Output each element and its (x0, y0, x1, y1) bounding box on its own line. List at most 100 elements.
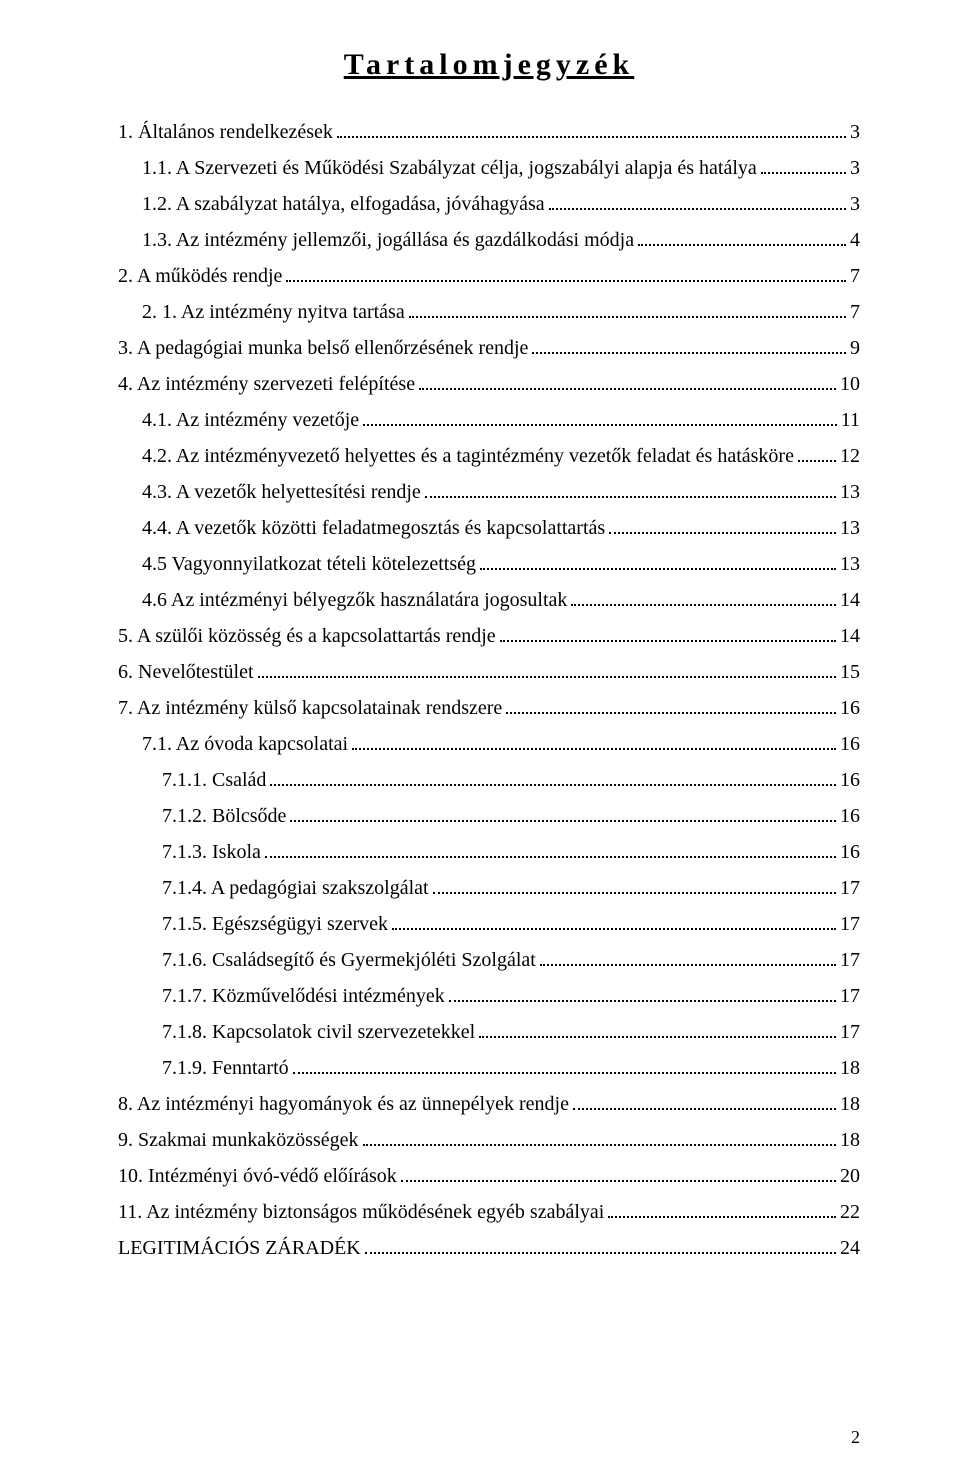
toc-entry: 7.1.2. Bölcsőde 16 (118, 798, 860, 834)
toc-entry-label: 4. Az intézmény szervezeti felépítése (118, 366, 415, 402)
toc-entry-page: 7 (850, 294, 860, 330)
toc-entry: 7.1.7. Közművelődési intézmények 17 (118, 978, 860, 1014)
toc-entry: 1. Általános rendelkezések 3 (118, 114, 860, 150)
toc-entry-label: 7.1.1. Család (162, 762, 266, 798)
toc-entry-label: 5. A szülői közösség és a kapcsolattartá… (118, 618, 496, 654)
toc-entry-label: 6. Nevelőtestület (118, 654, 254, 690)
toc-entry: 7.1.6. Családsegítő és Gyermekjóléti Szo… (118, 942, 860, 978)
toc-entry-page: 14 (840, 582, 860, 618)
toc-leader-dots (761, 172, 846, 174)
toc-entry: 4.4. A vezetők közötti feladatmegosztás … (118, 510, 860, 546)
toc-entry-page: 9 (850, 330, 860, 366)
toc-entry-label: 10. Intézményi óvó-védő előírások (118, 1158, 397, 1194)
toc-entry-page: 22 (840, 1194, 860, 1230)
toc-entry-page: 16 (840, 726, 860, 762)
toc-entry-label: 8. Az intézményi hagyományok és az ünnep… (118, 1086, 569, 1122)
toc-entry: 6. Nevelőtestület 15 (118, 654, 860, 690)
toc-entry: 7.1.3. Iskola 16 (118, 834, 860, 870)
toc-entry-label: 7.1.5. Egészségügyi szervek (162, 906, 388, 942)
toc-entry-page: 17 (840, 870, 860, 906)
toc-entry-label: 4.1. Az intézmény vezetője (142, 402, 359, 438)
toc-entry-label: 7.1.9. Fenntartó (162, 1050, 289, 1086)
toc-entry: 9. Szakmai munkaközösségek 18 (118, 1122, 860, 1158)
toc-entry: 4.5 Vagyonnyilatkozat tételi kötelezetts… (118, 546, 860, 582)
toc-entry: 3. A pedagógiai munka belső ellenőrzésén… (118, 330, 860, 366)
toc-entry: 7. Az intézmény külső kapcsolatainak ren… (118, 690, 860, 726)
toc-leader-dots (571, 604, 836, 606)
toc-entry: 1.3. Az intézmény jellemzői, jogállása é… (118, 222, 860, 258)
toc-entry: 8. Az intézményi hagyományok és az ünnep… (118, 1086, 860, 1122)
toc-entry-page: 3 (850, 150, 860, 186)
toc-leader-dots (392, 928, 836, 930)
toc-leader-dots (286, 280, 846, 282)
toc-entry: 2. A működés rendje 7 (118, 258, 860, 294)
toc-entry-page: 16 (840, 798, 860, 834)
toc-entry-page: 18 (840, 1122, 860, 1158)
toc-entry-page: 11 (841, 402, 860, 438)
toc-entry-page: 17 (840, 906, 860, 942)
toc-entry-page: 3 (850, 186, 860, 222)
document-title: Tartalomjegyzék (118, 48, 860, 82)
toc-entry-page: 4 (850, 222, 860, 258)
toc-leader-dots (638, 244, 846, 246)
toc-entry-label: 4.5 Vagyonnyilatkozat tételi kötelezetts… (142, 546, 476, 582)
toc-leader-dots (401, 1180, 836, 1182)
toc-leader-dots (798, 460, 836, 462)
toc-leader-dots (549, 208, 846, 210)
toc-entry-label: 2. A működés rendje (118, 258, 282, 294)
toc-entry-label: 1.3. Az intézmény jellemzői, jogállása é… (142, 222, 634, 258)
toc-entry-page: 17 (840, 978, 860, 1014)
toc-leader-dots (258, 676, 836, 678)
toc-entry: 1.1. A Szervezeti és Működési Szabályzat… (118, 150, 860, 186)
toc-entry-label: 7.1.3. Iskola (162, 834, 261, 870)
toc-entry-label: 4.2. Az intézményvezető helyettes és a t… (142, 438, 794, 474)
toc-entry: 11. Az intézmény biztonságos működésének… (118, 1194, 860, 1230)
toc-leader-dots (433, 892, 836, 894)
toc-leader-dots (480, 568, 836, 570)
toc-entry-label: 4.4. A vezetők közötti feladatmegosztás … (142, 510, 605, 546)
toc-entry: 4.6 Az intézményi bélyegzők használatára… (118, 582, 860, 618)
toc-leader-dots (532, 352, 846, 354)
toc-leader-dots (573, 1108, 836, 1110)
toc-entry-label: 1.1. A Szervezeti és Működési Szabályzat… (142, 150, 757, 186)
toc-entry-page: 7 (850, 258, 860, 294)
page-number: 2 (851, 1427, 860, 1448)
toc-entry: 1.2. A szabályzat hatálya, elfogadása, j… (118, 186, 860, 222)
toc-leader-dots (337, 136, 846, 138)
toc-entry-page: 13 (840, 510, 860, 546)
toc-leader-dots (293, 1072, 836, 1074)
toc-entry-page: 15 (840, 654, 860, 690)
toc-entry: 4.3. A vezetők helyettesítési rendje 13 (118, 474, 860, 510)
toc-leader-dots (449, 1000, 836, 1002)
toc-entry-page: 18 (840, 1086, 860, 1122)
toc-leader-dots (506, 712, 836, 714)
toc-entry-label: 7.1.7. Közművelődési intézmények (162, 978, 445, 1014)
toc-entry-page: 12 (840, 438, 860, 474)
toc-entry-label: 1.2. A szabályzat hatálya, elfogadása, j… (142, 186, 545, 222)
toc-entry-page: 16 (840, 762, 860, 798)
toc-leader-dots (363, 424, 837, 426)
toc-entry: LEGITIMÁCIÓS ZÁRADÉK 24 (118, 1230, 860, 1266)
toc-entry-label: 7.1.8. Kapcsolatok civil szervezetekkel (162, 1014, 475, 1050)
toc-entry-label: 2. 1. Az intézmény nyitva tartása (142, 294, 405, 330)
toc-leader-dots (270, 784, 836, 786)
toc-entry-label: 9. Szakmai munkaközösségek (118, 1122, 359, 1158)
toc-entry: 7.1.9. Fenntartó 18 (118, 1050, 860, 1086)
toc-leader-dots (363, 1144, 837, 1146)
toc-entry: 4.1. Az intézmény vezetője 11 (118, 402, 860, 438)
toc-leader-dots (365, 1252, 836, 1254)
toc-entry-page: 24 (840, 1230, 860, 1266)
toc-entry-label: 7.1.2. Bölcsőde (162, 798, 286, 834)
toc-entry-page: 13 (840, 546, 860, 582)
toc-entry-page: 13 (840, 474, 860, 510)
toc-entry: 7.1.4. A pedagógiai szakszolgálat 17 (118, 870, 860, 906)
toc-entry-label: 11. Az intézmény biztonságos működésének… (118, 1194, 604, 1230)
toc-leader-dots (609, 532, 836, 534)
toc-entry-label: 7.1.6. Családsegítő és Gyermekjóléti Szo… (162, 942, 536, 978)
toc-entry-page: 3 (850, 114, 860, 150)
toc-entry-page: 10 (840, 366, 860, 402)
toc-container: 1. Általános rendelkezések 31.1. A Szerv… (118, 114, 860, 1266)
toc-entry: 10. Intézményi óvó-védő előírások 20 (118, 1158, 860, 1194)
toc-leader-dots (409, 316, 846, 318)
toc-leader-dots (352, 748, 836, 750)
